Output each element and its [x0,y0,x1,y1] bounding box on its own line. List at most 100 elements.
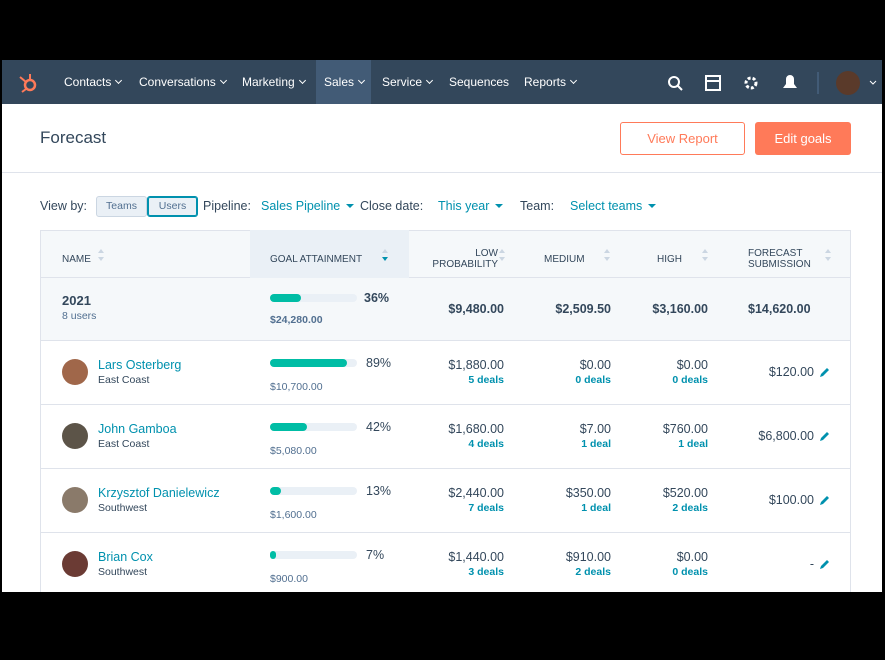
logo[interactable] [16,70,40,94]
sort-icon[interactable] [98,249,104,253]
sort-icon[interactable] [604,249,610,253]
deals-medium[interactable]: 2 deals [575,566,611,578]
filter-dropdown[interactable]: Sales Pipeline [261,197,354,215]
edit-goals-button[interactable]: Edit goals [755,122,851,155]
table-header-bg [40,230,851,278]
edit-icon[interactable] [818,367,830,379]
filter-label: Pipeline: [203,199,251,213]
forecast-submission: $120.00 [768,365,814,379]
row-bg [40,533,851,592]
sort-icon[interactable] [98,257,104,261]
sort-icon[interactable] [382,249,388,253]
amount-low: $2,440.00 [448,486,504,500]
amount-low: $1,440.00 [448,550,504,564]
user-region: Southwest [98,566,148,578]
sorted-column-bg [250,230,409,278]
amount-high: $0.00 [676,550,708,564]
app: Contacts Conversations Marketing Sales Servi… [2,60,882,592]
deals-medium[interactable]: 1 deal [581,438,611,450]
goal-amount: $5,080.00 [270,445,317,457]
goal-percent: 89% [366,356,392,370]
sort-icon[interactable] [825,249,831,253]
view-toggle[interactable]: Teams [96,196,147,217]
column-header[interactable]: GOAL ATTAINMENT [270,254,363,265]
goal-amount: $1,600.00 [270,509,317,521]
summary-forecast: $14,620.00 [748,302,811,316]
avatar [62,423,88,449]
forecast-submission: $6,800.00 [758,429,814,443]
view-report-button[interactable]: View Report [620,122,745,155]
deals-low[interactable]: 4 deals [468,438,504,450]
nav-item[interactable]: Contacts [64,73,121,91]
edit-icon[interactable] [818,431,830,443]
goal-amount: $10,700.00 [270,381,323,393]
sort-icon[interactable] [604,257,610,261]
filter-dropdown[interactable]: Select teams [570,197,656,215]
deals-low[interactable]: 7 deals [468,502,504,514]
column-header[interactable]: HIGH [657,254,682,265]
page-title: Forecast [40,128,107,147]
goal-amount: $900.00 [270,573,308,585]
goal-bar [270,423,307,431]
filter-label: Close date: [360,199,424,213]
nav-item[interactable]: Reports [524,73,576,91]
summary-medium: $2,509.50 [555,302,611,316]
avatar [62,551,88,577]
amount-medium: $350.00 [565,486,611,500]
view-toggle[interactable]: Users [147,196,198,217]
user-region: Southwest [98,502,148,514]
deals-medium[interactable]: 1 deal [581,502,611,514]
goal-track [270,423,357,431]
forecast-submission: $100.00 [768,493,814,507]
user-name[interactable]: Lars Osterberg [98,358,182,372]
edit-icon[interactable] [818,559,830,571]
deals-medium[interactable]: 0 deals [575,374,611,386]
nav-item[interactable]: Conversations [139,73,226,91]
amount-low: $1,680.00 [448,422,504,436]
sort-icon[interactable] [499,249,505,253]
deals-high[interactable]: 0 deals [672,566,708,578]
deals-low[interactable]: 3 deals [468,566,504,578]
summary-sub: 8 users [62,310,97,322]
summary-name: 2021 [62,293,91,308]
user-region: East Coast [98,374,150,386]
deals-high[interactable]: 2 deals [672,502,708,514]
nav-icons[interactable] [662,70,877,96]
deals-high[interactable]: 1 deal [678,438,708,450]
goal-percent: 13% [366,484,392,498]
nav-item[interactable]: Sales [324,73,364,91]
goal-track [270,551,357,559]
filter-dropdown[interactable]: This year [438,197,503,215]
user-name[interactable]: Brian Cox [98,550,153,564]
goal-track [270,294,357,302]
column-header[interactable]: MEDIUM [544,254,585,265]
sort-icon[interactable] [825,257,831,261]
goal-bar [270,551,277,559]
deals-low[interactable]: 5 deals [468,374,504,386]
row-bg [40,341,851,405]
nav-item[interactable]: Service [382,73,432,91]
nav-item[interactable]: Marketing [242,73,305,91]
amount-high: $520.00 [662,486,708,500]
column-header[interactable]: FORECAST SUBMISSION [748,248,811,270]
column-header[interactable]: LOW PROBABILITY [432,248,498,270]
avatar [62,487,88,513]
nav-item[interactable]: Sequences [449,75,510,89]
deals-high[interactable]: 0 deals [672,374,708,386]
row-bg [40,405,851,469]
user-name[interactable]: John Gamboa [98,422,177,436]
goal-percent: 7% [366,548,385,562]
sort-icon[interactable] [702,257,708,261]
sort-icon[interactable] [499,257,505,261]
sort-icon[interactable] [382,257,388,261]
sort-icon[interactable] [702,249,708,253]
goal-percent: 36% [364,291,390,305]
summary-low: $9,480.00 [448,302,504,316]
column-header[interactable]: NAME [62,254,91,265]
amount-medium: $0.00 [579,358,611,372]
user-name[interactable]: Krzysztof Danielewicz [98,486,220,500]
summary-high: $3,160.00 [652,302,708,316]
edit-icon[interactable] [818,495,830,507]
goal-bar [270,294,302,302]
row-bg [40,469,851,533]
